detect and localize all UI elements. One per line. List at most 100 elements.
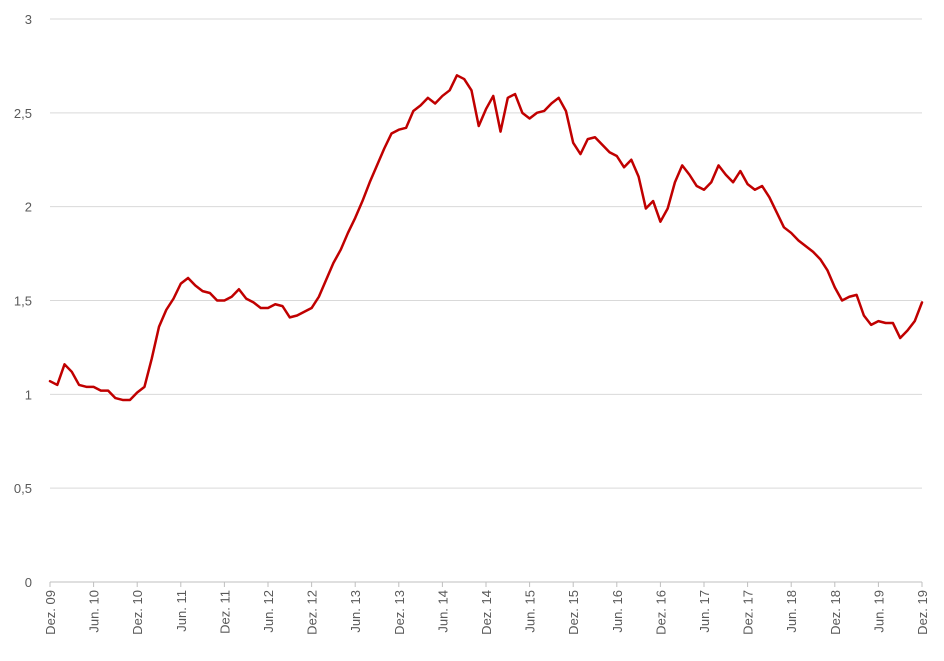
- data-point: [194, 284, 196, 286]
- data-point: [659, 220, 661, 222]
- data-point: [623, 166, 625, 168]
- data-point: [230, 296, 232, 298]
- data-point: [318, 296, 320, 298]
- data-point: [652, 200, 654, 202]
- data-point: [557, 97, 559, 99]
- data-point: [289, 316, 291, 318]
- data-point: [78, 384, 80, 386]
- data-point: [245, 297, 247, 299]
- data-point: [826, 269, 828, 271]
- axes: [49, 581, 923, 587]
- x-tick-label: Dez. 10: [130, 590, 145, 635]
- data-point: [587, 138, 589, 140]
- data-point: [514, 93, 516, 95]
- data-point: [572, 142, 574, 144]
- data-point: [630, 159, 632, 161]
- data-point: [565, 110, 567, 112]
- data-point: [739, 170, 741, 172]
- x-tick-label: Jun. 13: [348, 590, 363, 633]
- y-tick-label: 0,5: [14, 481, 32, 496]
- data-point: [710, 181, 712, 183]
- data-point: [136, 391, 138, 393]
- data-point: [56, 384, 58, 386]
- data-point: [427, 97, 429, 99]
- data-point: [797, 239, 799, 241]
- data-point: [49, 380, 51, 382]
- data-point: [267, 307, 269, 309]
- data-point: [819, 258, 821, 260]
- series-line: [48, 74, 924, 402]
- data-point: [274, 303, 276, 305]
- data-point: [216, 299, 218, 301]
- data-point: [812, 251, 814, 253]
- data-point: [841, 299, 843, 301]
- data-point: [448, 89, 450, 91]
- data-point: [848, 296, 850, 298]
- data-point: [201, 290, 203, 292]
- data-point: [688, 174, 690, 176]
- data-point: [783, 226, 785, 228]
- data-point: [376, 164, 378, 166]
- data-point: [914, 320, 916, 322]
- data-point: [637, 175, 639, 177]
- data-point: [143, 386, 145, 388]
- data-point: [855, 294, 857, 296]
- data-point: [834, 286, 836, 288]
- data-point: [354, 217, 356, 219]
- data-point: [369, 181, 371, 183]
- x-tick-label: Dez. 16: [653, 590, 668, 635]
- data-point: [187, 277, 189, 279]
- data-point: [441, 95, 443, 97]
- data-point: [761, 185, 763, 187]
- data-point: [543, 110, 545, 112]
- data-point: [158, 326, 160, 328]
- x-tick-label: Jun. 14: [435, 590, 450, 633]
- data-point: [310, 307, 312, 309]
- y-tick-label: 1,5: [14, 294, 32, 309]
- data-point: [899, 337, 901, 339]
- data-point: [325, 279, 327, 281]
- data-point: [666, 207, 668, 209]
- y-tick-label: 3: [25, 12, 32, 27]
- data-point: [100, 389, 102, 391]
- y-tick-label: 2: [25, 200, 32, 215]
- data-point: [507, 97, 509, 99]
- data-point: [863, 314, 865, 316]
- data-point: [92, 386, 94, 388]
- data-point: [151, 357, 153, 359]
- x-tick-label: Dez. 18: [828, 590, 843, 635]
- data-point: [390, 132, 392, 134]
- data-point: [398, 129, 400, 131]
- data-point: [805, 245, 807, 247]
- data-point: [703, 189, 705, 191]
- data-point: [121, 399, 123, 401]
- data-point: [616, 155, 618, 157]
- x-tick-label: Dez. 17: [741, 590, 756, 635]
- data-point: [260, 307, 262, 309]
- data-point: [180, 282, 182, 284]
- data-point: [550, 102, 552, 104]
- data-point: [114, 397, 116, 399]
- data-point: [877, 320, 879, 322]
- data-point: [434, 102, 436, 104]
- data-point: [412, 110, 414, 112]
- data-point: [594, 136, 596, 138]
- data-point: [485, 108, 487, 110]
- y-tick-label: 1: [25, 387, 32, 402]
- data-point: [608, 151, 610, 153]
- y-tick-label: 2,5: [14, 106, 32, 121]
- data-point: [674, 181, 676, 183]
- series-layer: [48, 74, 924, 402]
- data-point: [107, 389, 109, 391]
- data-point: [528, 117, 530, 119]
- data-point: [536, 112, 538, 114]
- x-tick-label: Dez. 11: [217, 590, 232, 634]
- x-tick-label: Dez. 12: [305, 590, 320, 635]
- data-point: [892, 322, 894, 324]
- data-point: [383, 147, 385, 149]
- data-point: [775, 211, 777, 213]
- x-tick-label: Jun. 11: [174, 590, 189, 632]
- data-point: [790, 232, 792, 234]
